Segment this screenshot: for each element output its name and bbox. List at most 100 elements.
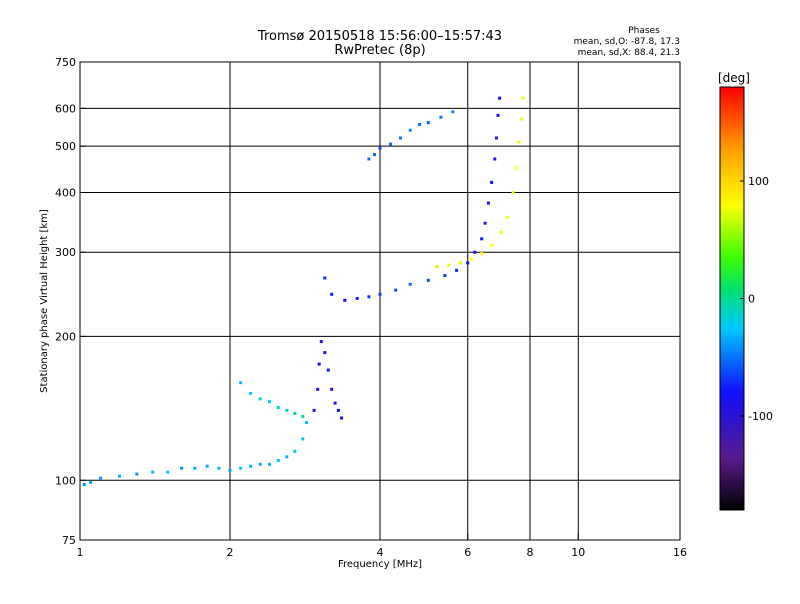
data-point xyxy=(514,166,518,170)
data-point xyxy=(455,268,459,272)
data-point xyxy=(443,274,447,278)
grid-lines xyxy=(80,62,680,540)
data-point xyxy=(426,278,430,282)
data-point xyxy=(439,115,443,119)
data-point xyxy=(520,117,524,121)
data-point xyxy=(490,180,494,184)
data-point xyxy=(480,237,484,241)
chart-title: Tromsø 20150518 15:56:00–15:57:43 xyxy=(257,29,502,44)
data-point xyxy=(317,362,321,366)
data-points xyxy=(82,96,525,486)
y-tick-label: 75 xyxy=(62,534,76,547)
x-tick-label: 6 xyxy=(464,546,471,559)
data-point xyxy=(493,157,497,161)
data-point xyxy=(89,480,93,484)
data-point xyxy=(285,455,289,459)
data-point xyxy=(285,408,289,412)
stats-x-line: mean, sd,X: 88.4, 21.3 xyxy=(578,48,680,58)
data-point xyxy=(340,416,344,420)
data-point xyxy=(135,472,139,476)
data-point xyxy=(330,387,334,391)
data-point xyxy=(496,113,500,117)
data-point xyxy=(389,142,393,146)
data-point xyxy=(82,483,86,486)
data-point xyxy=(378,146,382,150)
data-point xyxy=(323,351,327,355)
data-point xyxy=(239,381,243,385)
data-point xyxy=(249,464,253,468)
data-point xyxy=(239,466,243,470)
data-point xyxy=(333,401,337,405)
x-tick-label: 4 xyxy=(377,546,384,559)
data-point xyxy=(301,437,305,441)
stats-heading: Phases xyxy=(628,26,660,36)
x-tick-label: 1 xyxy=(77,546,84,559)
data-point xyxy=(490,243,494,247)
y-tick-label: 600 xyxy=(55,102,76,115)
data-point xyxy=(258,397,262,401)
colorbar-ticks: 100 0 -100 xyxy=(740,175,773,423)
data-point xyxy=(399,136,403,140)
data-point xyxy=(249,391,253,395)
colorbar-label: [deg] xyxy=(718,71,750,85)
data-point xyxy=(473,250,477,254)
data-point xyxy=(511,191,515,194)
data-point xyxy=(258,462,262,466)
data-point xyxy=(336,408,340,412)
data-point xyxy=(276,406,280,409)
x-tick-label: 2 xyxy=(227,546,234,559)
data-point xyxy=(408,128,412,132)
data-point xyxy=(447,263,451,267)
data-point xyxy=(499,230,503,234)
data-point xyxy=(426,121,430,125)
y-tick-label: 750 xyxy=(55,56,76,69)
x-tick-label: 10 xyxy=(571,546,585,559)
colorbar-tick-label: 0 xyxy=(748,293,755,306)
data-point xyxy=(521,96,525,100)
data-point xyxy=(323,276,327,280)
data-point xyxy=(517,140,521,144)
data-point xyxy=(480,252,484,256)
data-point xyxy=(483,221,487,225)
data-point xyxy=(293,449,297,453)
data-point xyxy=(319,340,323,344)
data-point xyxy=(99,476,103,480)
y-tick-label: 400 xyxy=(55,186,76,199)
y-tick-label: 500 xyxy=(55,140,76,153)
data-point xyxy=(505,215,509,219)
data-point xyxy=(193,466,197,470)
data-point xyxy=(466,261,470,265)
data-point xyxy=(305,421,309,425)
data-point xyxy=(228,468,232,472)
data-point xyxy=(378,292,382,296)
data-point xyxy=(217,466,221,470)
colorbar-tick-label: -100 xyxy=(748,410,773,423)
data-point xyxy=(268,400,271,404)
data-point xyxy=(326,368,330,372)
data-point xyxy=(293,411,297,415)
x-tick-label: 8 xyxy=(527,546,534,559)
data-point xyxy=(276,459,280,462)
data-point xyxy=(408,282,412,286)
data-point xyxy=(418,123,421,126)
data-point xyxy=(312,408,316,412)
data-point xyxy=(268,462,271,466)
data-point xyxy=(166,470,170,474)
data-point xyxy=(494,136,498,140)
data-point xyxy=(367,295,371,299)
data-point xyxy=(435,265,439,268)
data-point xyxy=(205,464,209,468)
data-point xyxy=(394,288,398,292)
y-tick-label: 200 xyxy=(55,330,76,343)
y-tick-label: 100 xyxy=(55,474,76,487)
data-point xyxy=(486,201,490,205)
x-axis-label: Frequency [MHz] xyxy=(338,559,422,570)
data-point xyxy=(118,474,121,478)
data-point xyxy=(355,297,359,300)
data-point xyxy=(151,470,155,474)
y-axis-label: Stationary phase Virtual Height [km] xyxy=(39,209,50,393)
x-tick-label: 16 xyxy=(673,546,687,559)
chart-subtitle: RwPretec (8p) xyxy=(334,43,425,58)
